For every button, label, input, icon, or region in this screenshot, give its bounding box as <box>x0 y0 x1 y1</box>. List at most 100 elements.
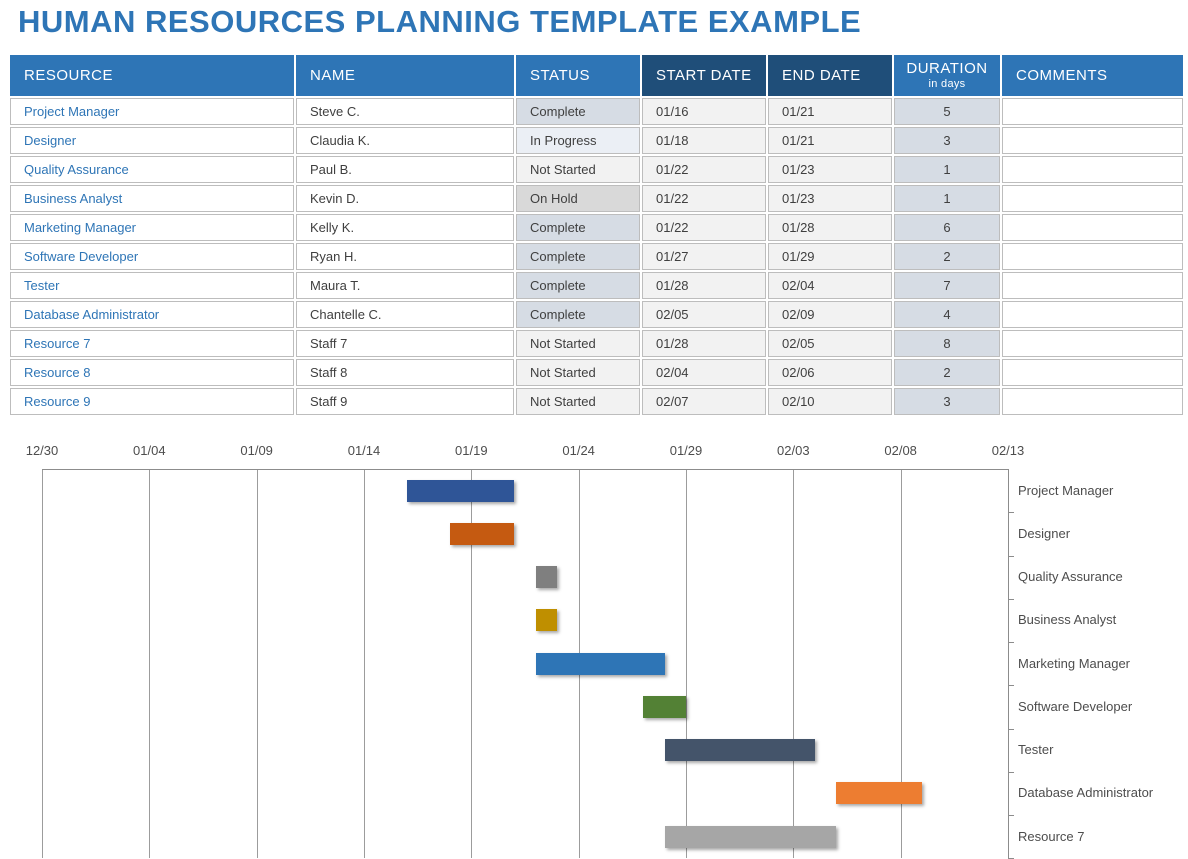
name-cell[interactable]: Staff 7 <box>296 330 514 357</box>
status-cell[interactable]: Not Started <box>516 156 640 183</box>
start-date-cell[interactable]: 01/18 <box>642 127 766 154</box>
column-header-comments[interactable]: COMMENTS <box>1002 55 1183 96</box>
gantt-category-label: Software Developer <box>1018 698 1133 714</box>
start-date-cell[interactable]: 01/28 <box>642 272 766 299</box>
comments-cell[interactable] <box>1002 272 1183 299</box>
end-date-cell[interactable]: 02/09 <box>768 301 892 328</box>
resource-cell[interactable]: Resource 8 <box>10 359 294 386</box>
column-header-status[interactable]: STATUS <box>516 55 640 96</box>
gantt-bar-marketing-manager <box>535 652 665 675</box>
column-header-duration[interactable]: DURATION in days <box>894 55 1000 96</box>
name-cell[interactable]: Staff 9 <box>296 388 514 415</box>
status-cell[interactable]: On Hold <box>516 185 640 212</box>
gantt-category-label: Tester <box>1018 742 1054 758</box>
comments-cell[interactable] <box>1002 185 1183 212</box>
duration-cell[interactable]: 7 <box>894 272 1000 299</box>
duration-cell[interactable]: 5 <box>894 98 1000 125</box>
resource-cell[interactable]: Marketing Manager <box>10 214 294 241</box>
table-header-row: RESOURCE NAME STATUS START DATE END DATE… <box>10 55 1183 96</box>
resource-cell[interactable]: Software Developer <box>10 243 294 270</box>
comments-cell[interactable] <box>1002 388 1183 415</box>
duration-cell[interactable]: 3 <box>894 127 1000 154</box>
end-date-cell[interactable]: 01/23 <box>768 185 892 212</box>
comments-cell[interactable] <box>1002 156 1183 183</box>
end-date-cell[interactable]: 01/29 <box>768 243 892 270</box>
status-cell[interactable]: Not Started <box>516 388 640 415</box>
status-cell[interactable]: Complete <box>516 214 640 241</box>
gantt-category-label: Business Analyst <box>1018 612 1117 628</box>
start-date-cell[interactable]: 02/05 <box>642 301 766 328</box>
resource-cell[interactable]: Tester <box>10 272 294 299</box>
name-cell[interactable]: Paul B. <box>296 156 514 183</box>
end-date-cell[interactable]: 02/10 <box>768 388 892 415</box>
column-header-resource[interactable]: RESOURCE <box>10 55 294 96</box>
end-date-cell[interactable]: 01/23 <box>768 156 892 183</box>
name-cell[interactable]: Chantelle C. <box>296 301 514 328</box>
gantt-bar-database-administrator <box>836 782 923 805</box>
end-date-cell[interactable]: 01/21 <box>768 98 892 125</box>
resource-cell[interactable]: Resource 9 <box>10 388 294 415</box>
duration-cell[interactable]: 2 <box>894 243 1000 270</box>
comments-cell[interactable] <box>1002 359 1183 386</box>
comments-cell[interactable] <box>1002 98 1183 125</box>
comments-cell[interactable] <box>1002 243 1183 270</box>
gantt-gridline <box>793 469 795 858</box>
name-cell[interactable]: Kevin D. <box>296 185 514 212</box>
resource-cell[interactable]: Quality Assurance <box>10 156 294 183</box>
duration-cell[interactable]: 4 <box>894 301 1000 328</box>
resource-cell[interactable]: Business Analyst <box>10 185 294 212</box>
status-cell[interactable]: Not Started <box>516 359 640 386</box>
column-header-end-date[interactable]: END DATE <box>768 55 892 96</box>
x-axis-tick-label: 01/29 <box>669 443 703 458</box>
gantt-category-tick <box>1008 555 1014 557</box>
name-cell[interactable]: Kelly K. <box>296 214 514 241</box>
start-date-cell[interactable]: 01/22 <box>642 214 766 241</box>
start-date-cell[interactable]: 01/27 <box>642 243 766 270</box>
resource-cell[interactable]: Project Manager <box>10 98 294 125</box>
resource-cell[interactable]: Resource 7 <box>10 330 294 357</box>
duration-cell[interactable]: 1 <box>894 185 1000 212</box>
gantt-bar-project-manager <box>406 479 515 502</box>
duration-cell[interactable]: 3 <box>894 388 1000 415</box>
comments-cell[interactable] <box>1002 330 1183 357</box>
column-header-start-date[interactable]: START DATE <box>642 55 766 96</box>
duration-cell[interactable]: 1 <box>894 156 1000 183</box>
comments-cell[interactable] <box>1002 127 1183 154</box>
end-date-cell[interactable]: 02/06 <box>768 359 892 386</box>
start-date-cell[interactable]: 01/22 <box>642 156 766 183</box>
resource-cell[interactable]: Database Administrator <box>10 301 294 328</box>
duration-cell[interactable]: 6 <box>894 214 1000 241</box>
start-date-cell[interactable]: 02/07 <box>642 388 766 415</box>
status-cell[interactable]: Not Started <box>516 330 640 357</box>
hr-planning-table: RESOURCE NAME STATUS START DATE END DATE… <box>8 53 1185 417</box>
end-date-cell[interactable]: 02/05 <box>768 330 892 357</box>
comments-cell[interactable] <box>1002 301 1183 328</box>
resource-cell[interactable]: Designer <box>10 127 294 154</box>
start-date-cell[interactable]: 01/22 <box>642 185 766 212</box>
table-row: Resource 9 Staff 9 Not Started 02/07 02/10 3 <box>10 388 1183 415</box>
column-header-name[interactable]: NAME <box>296 55 514 96</box>
name-cell[interactable]: Claudia K. <box>296 127 514 154</box>
duration-cell[interactable]: 2 <box>894 359 1000 386</box>
name-cell[interactable]: Ryan H. <box>296 243 514 270</box>
name-cell[interactable]: Maura T. <box>296 272 514 299</box>
status-cell[interactable]: Complete <box>516 98 640 125</box>
status-cell[interactable]: Complete <box>516 243 640 270</box>
status-cell[interactable]: In Progress <box>516 127 640 154</box>
table-row: Designer Claudia K. In Progress 01/18 01/21 3 <box>10 127 1183 154</box>
name-cell[interactable]: Staff 8 <box>296 359 514 386</box>
duration-cell[interactable]: 8 <box>894 330 1000 357</box>
end-date-cell[interactable]: 02/04 <box>768 272 892 299</box>
gantt-category-label: Resource 7 <box>1018 828 1085 844</box>
comments-cell[interactable] <box>1002 214 1183 241</box>
x-axis-tick-label: 01/09 <box>240 443 273 458</box>
end-date-cell[interactable]: 01/28 <box>768 214 892 241</box>
status-cell[interactable]: Complete <box>516 272 640 299</box>
status-cell[interactable]: Complete <box>516 301 640 328</box>
start-date-cell[interactable]: 02/04 <box>642 359 766 386</box>
start-date-cell[interactable]: 01/16 <box>642 98 766 125</box>
start-date-cell[interactable]: 01/28 <box>642 330 766 357</box>
gantt-category-tick <box>1008 815 1014 816</box>
name-cell[interactable]: Steve C. <box>296 98 514 125</box>
end-date-cell[interactable]: 01/21 <box>768 127 892 154</box>
